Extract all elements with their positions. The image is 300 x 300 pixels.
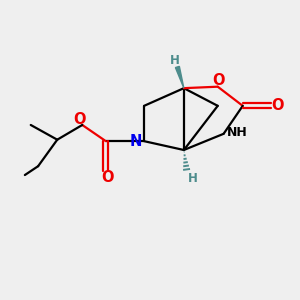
Text: NH: NH <box>227 126 248 139</box>
Text: O: O <box>73 112 86 127</box>
Text: O: O <box>271 98 284 113</box>
Text: O: O <box>212 73 225 88</box>
Polygon shape <box>176 66 184 88</box>
Text: H: H <box>169 54 179 67</box>
Text: N: N <box>130 134 142 149</box>
Text: O: O <box>101 169 114 184</box>
Text: H: H <box>188 172 198 185</box>
